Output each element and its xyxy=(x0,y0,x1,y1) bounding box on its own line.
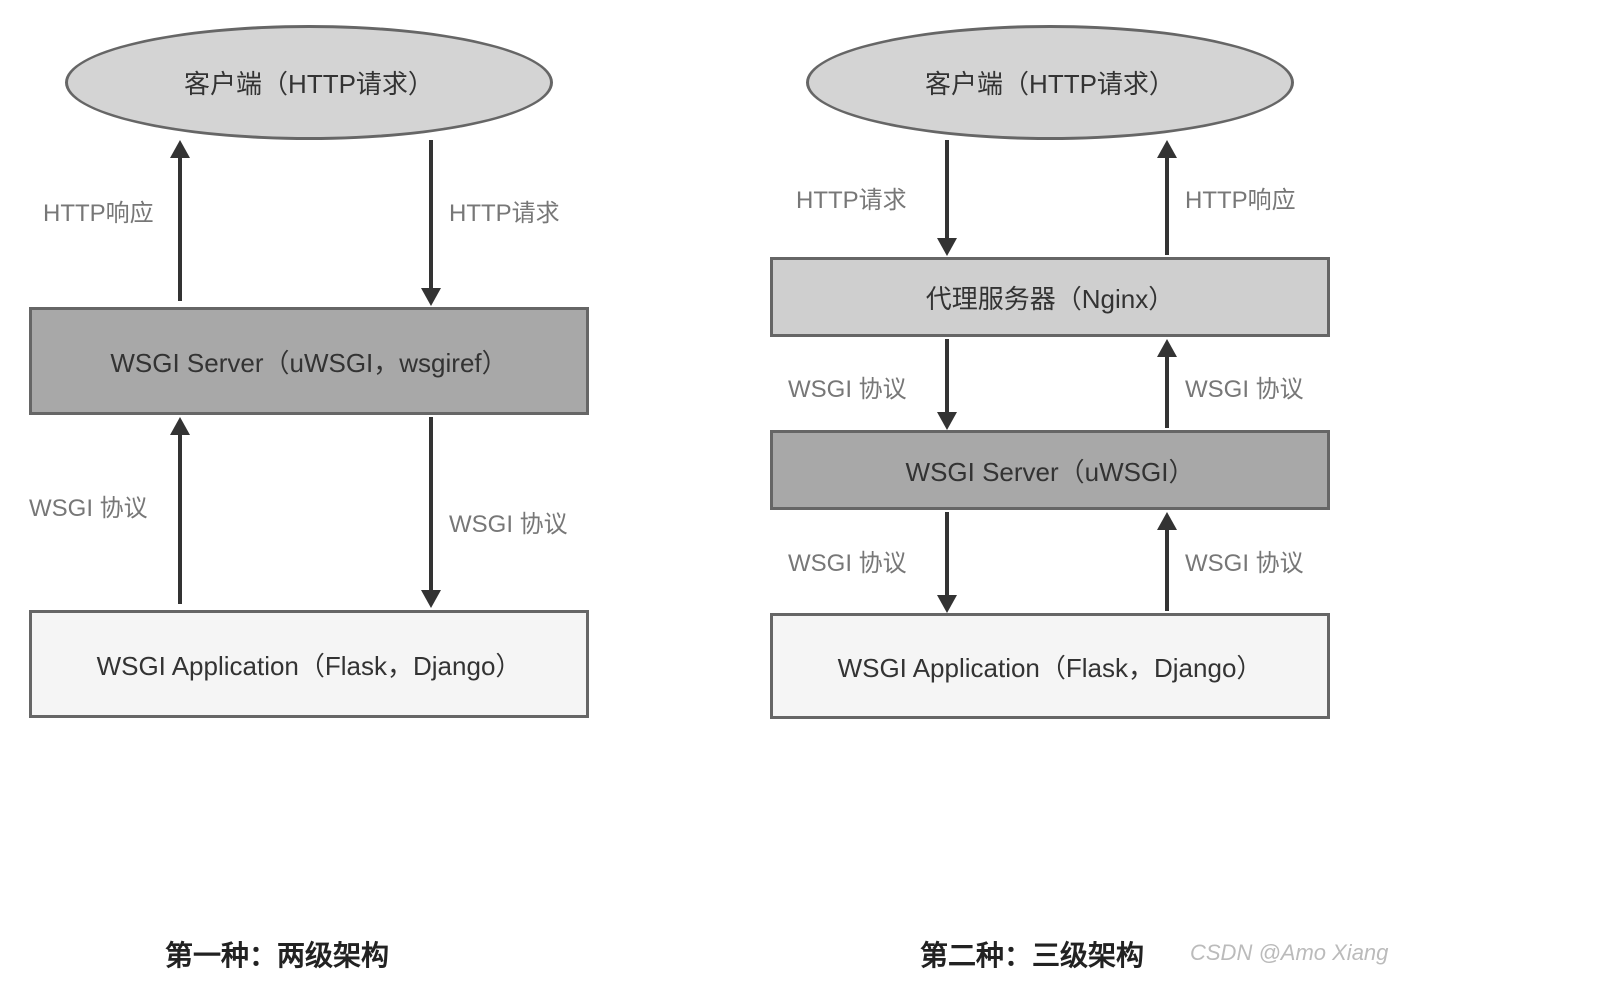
label-http-response: HTTP响应 xyxy=(43,193,154,228)
wsgi-server-box-right: WSGI Server（uWSGI） xyxy=(770,430,1330,510)
arrow-wsgi-proxy-up xyxy=(1165,354,1169,428)
arrow-http-response-head xyxy=(170,140,190,158)
label-http-response-right: HTTP响应 xyxy=(1185,180,1296,215)
wsgi-server-label-left: WSGI Server（uWSGI，wsgiref） xyxy=(110,343,507,380)
proxy-label: 代理服务器（Nginx） xyxy=(926,279,1174,316)
arrow-http-response-right xyxy=(1165,155,1169,255)
label-wsgi-bottom-right: WSGI 协议 xyxy=(1185,543,1304,578)
caption-right: 第二种：三级架构 xyxy=(920,934,1144,974)
client-ellipse-right: 客户端（HTTP请求） xyxy=(806,25,1294,140)
wsgi-app-label-right: WSGI Application（Flask，Django） xyxy=(838,648,1263,685)
proxy-box: 代理服务器（Nginx） xyxy=(770,257,1330,337)
client-ellipse-left: 客户端（HTTP请求） xyxy=(65,25,553,140)
client-label-right: 客户端（HTTP请求） xyxy=(925,64,1175,101)
watermark: CSDN @Amo Xiang xyxy=(1190,940,1388,966)
arrow-wsgi-server-up xyxy=(1165,527,1169,611)
arrow-wsgi-down-left xyxy=(429,417,433,592)
wsgi-server-box-left: WSGI Server（uWSGI，wsgiref） xyxy=(29,307,589,415)
arrow-wsgi-down-left-head xyxy=(421,590,441,608)
arrow-wsgi-server-down-head xyxy=(937,595,957,613)
label-wsgi-right: WSGI 协议 xyxy=(449,504,568,539)
arrow-wsgi-server-down xyxy=(945,512,949,597)
arrow-wsgi-proxy-down-head xyxy=(937,412,957,430)
arrow-http-request xyxy=(429,140,433,290)
arrow-wsgi-proxy-up-head xyxy=(1157,339,1177,357)
wsgi-app-box-right: WSGI Application（Flask，Django） xyxy=(770,613,1330,719)
wsgi-app-box-left: WSGI Application（Flask，Django） xyxy=(29,610,589,718)
wsgi-server-label-right: WSGI Server（uWSGI） xyxy=(906,452,1195,489)
arrow-http-response-right-head xyxy=(1157,140,1177,158)
arrow-http-request-right-head xyxy=(937,238,957,256)
arrow-http-request-right xyxy=(945,140,949,240)
left-diagram: 客户端（HTTP请求） HTTP响应 HTTP请求 WSGI Server（uW… xyxy=(29,0,589,760)
label-wsgi-top-right: WSGI 协议 xyxy=(1185,369,1304,404)
label-wsgi-left: WSGI 协议 xyxy=(29,488,148,523)
arrow-wsgi-server-up-head xyxy=(1157,512,1177,530)
label-wsgi-top-left: WSGI 协议 xyxy=(788,369,907,404)
arrow-http-request-head xyxy=(421,288,441,306)
label-wsgi-bottom-left: WSGI 协议 xyxy=(788,543,907,578)
wsgi-app-label-left: WSGI Application（Flask，Django） xyxy=(97,646,522,683)
arrow-wsgi-up-left xyxy=(178,432,182,604)
arrow-wsgi-up-left-head xyxy=(170,417,190,435)
caption-left: 第一种：两级架构 xyxy=(165,934,389,974)
arrow-http-response xyxy=(178,155,182,301)
right-diagram: 客户端（HTTP请求） HTTP请求 HTTP响应 代理服务器（Nginx） W… xyxy=(770,0,1330,760)
client-label-left: 客户端（HTTP请求） xyxy=(184,64,434,101)
label-http-request: HTTP请求 xyxy=(449,193,560,228)
label-http-request-right: HTTP请求 xyxy=(796,180,907,215)
arrow-wsgi-proxy-down xyxy=(945,339,949,414)
